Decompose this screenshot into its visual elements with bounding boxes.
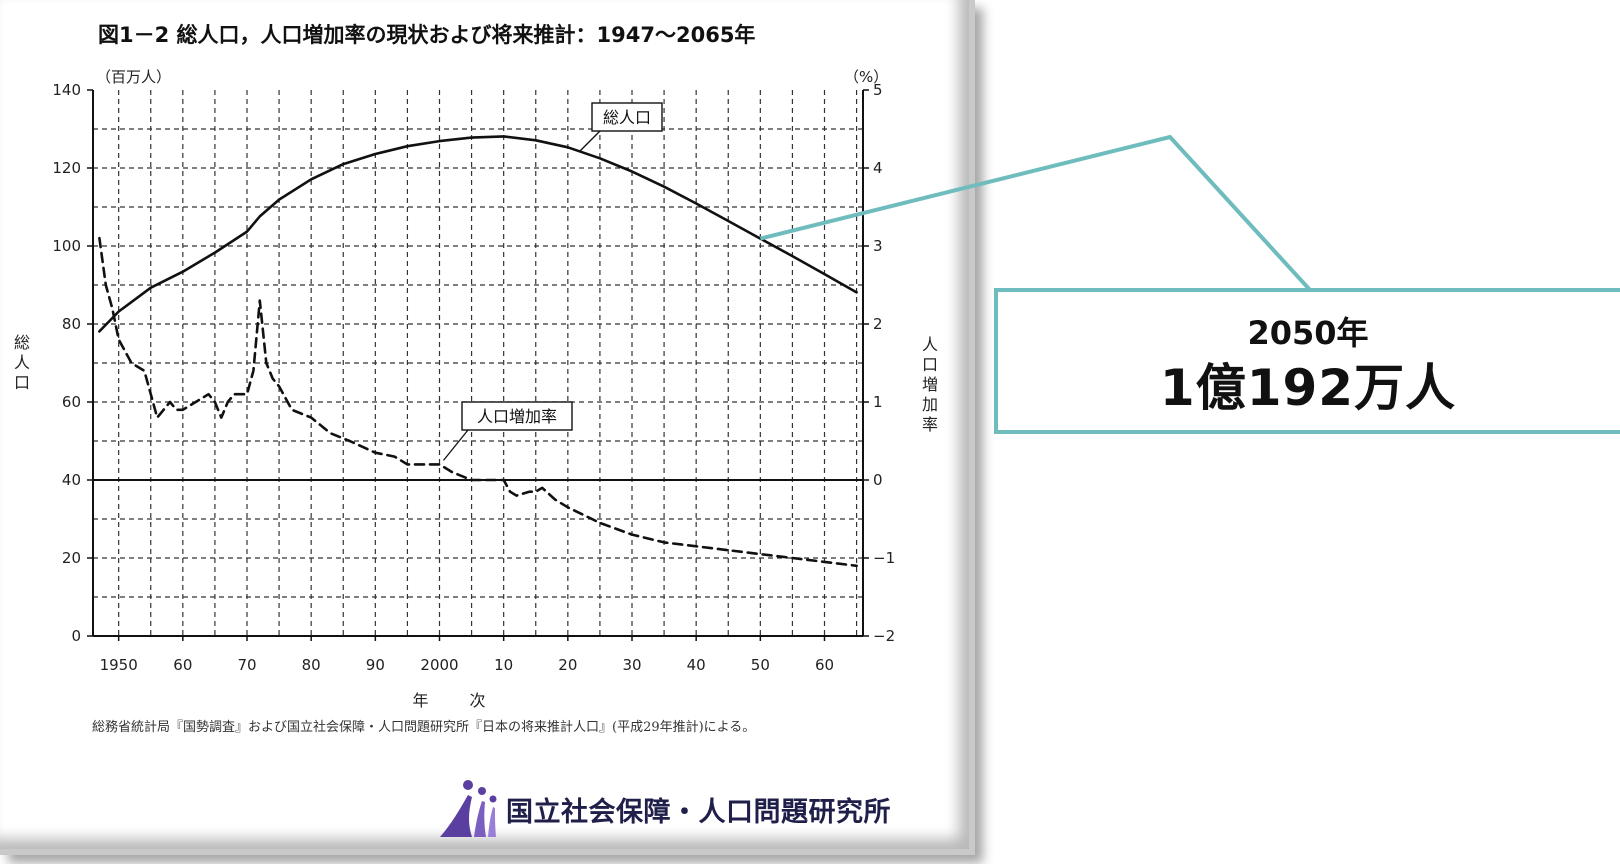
series-line-growth-rate	[98, 236, 858, 568]
left-unit-label: （百万人）	[96, 68, 171, 86]
x-tick-label: 60	[815, 656, 834, 674]
source-note: 総務省統計局『国勢調査』および国立社会保障・人口問題研究所『日本の将来推計人口』…	[92, 720, 756, 735]
right-tick-label: 3	[873, 237, 883, 255]
svg-text:人: 人	[14, 353, 30, 372]
x-tick-label: 40	[687, 656, 706, 674]
right-tick-label: 1	[873, 393, 883, 411]
x-tick-label: 30	[622, 656, 641, 674]
right-tick-label: 4	[873, 159, 883, 177]
svg-text:総: 総	[14, 333, 30, 352]
x-tick-label: 2000	[420, 656, 458, 674]
x-tick-label: 80	[302, 656, 321, 674]
callout-leader-line	[759, 134, 1312, 292]
callout-box: 2050年 1億192万人	[994, 288, 1620, 434]
annotation-label-growth: 人口増加率	[477, 407, 557, 426]
x-tick-label: 1950	[100, 656, 138, 674]
left-tick-label: 20	[62, 549, 81, 567]
right-axis-label: 人口増加率	[922, 335, 938, 434]
left-tick-label: 40	[62, 471, 81, 489]
annotation-label-population: 総人口	[603, 108, 651, 127]
left-tick-label: 0	[71, 627, 81, 645]
left-axis-label: 総人口	[14, 333, 30, 392]
right-tick-label: −1	[873, 549, 895, 567]
svg-text:加: 加	[922, 395, 938, 414]
x-tick-label: 70	[237, 656, 256, 674]
x-tick-label: 20	[558, 656, 577, 674]
institute-logo-icon	[440, 780, 497, 837]
left-tick-label: 60	[62, 393, 81, 411]
right-unit-label: （%）	[844, 68, 888, 86]
svg-text:口: 口	[14, 373, 30, 392]
left-tick-label: 80	[62, 315, 81, 333]
svg-text:人: 人	[922, 335, 938, 354]
x-tick-label: 60	[173, 656, 192, 674]
callout-year: 2050年	[1247, 314, 1369, 352]
annotation-leader-growth	[442, 429, 469, 461]
left-tick-label: 100	[52, 237, 81, 255]
series-line-total-population	[98, 135, 858, 333]
institute-name: 国立社会保障・人口問題研究所	[506, 796, 891, 828]
x-tick-label: 90	[366, 656, 385, 674]
x-axis-label: 年 次	[412, 691, 503, 710]
x-tick-label: 10	[494, 656, 513, 674]
svg-text:口: 口	[922, 355, 938, 374]
left-tick-label: 120	[52, 159, 81, 177]
right-tick-label: 2	[873, 315, 883, 333]
annotation-box-population	[591, 102, 663, 132]
right-tick-label: −2	[873, 627, 895, 645]
annotation-leader-population	[579, 130, 601, 152]
svg-text:増: 増	[922, 375, 938, 394]
population-chart: 図1－2 総人口，人口増加率の現状および将来推計：1947～2065年 （百万人）…	[14, 23, 938, 710]
institute-logo: 国立社会保障・人口問題研究所	[438, 778, 891, 840]
right-tick-label: 0	[873, 471, 883, 489]
svg-text:率: 率	[922, 415, 938, 434]
x-tick-label: 50	[751, 656, 770, 674]
right-tick-label: 5	[873, 81, 883, 99]
chart-title: 図1－2 総人口，人口増加率の現状および将来推計：1947～2065年	[98, 23, 755, 47]
callout-value: 1億192万人	[1159, 359, 1457, 417]
left-tick-label: 140	[52, 81, 81, 99]
annotation-box-growth	[461, 401, 573, 431]
